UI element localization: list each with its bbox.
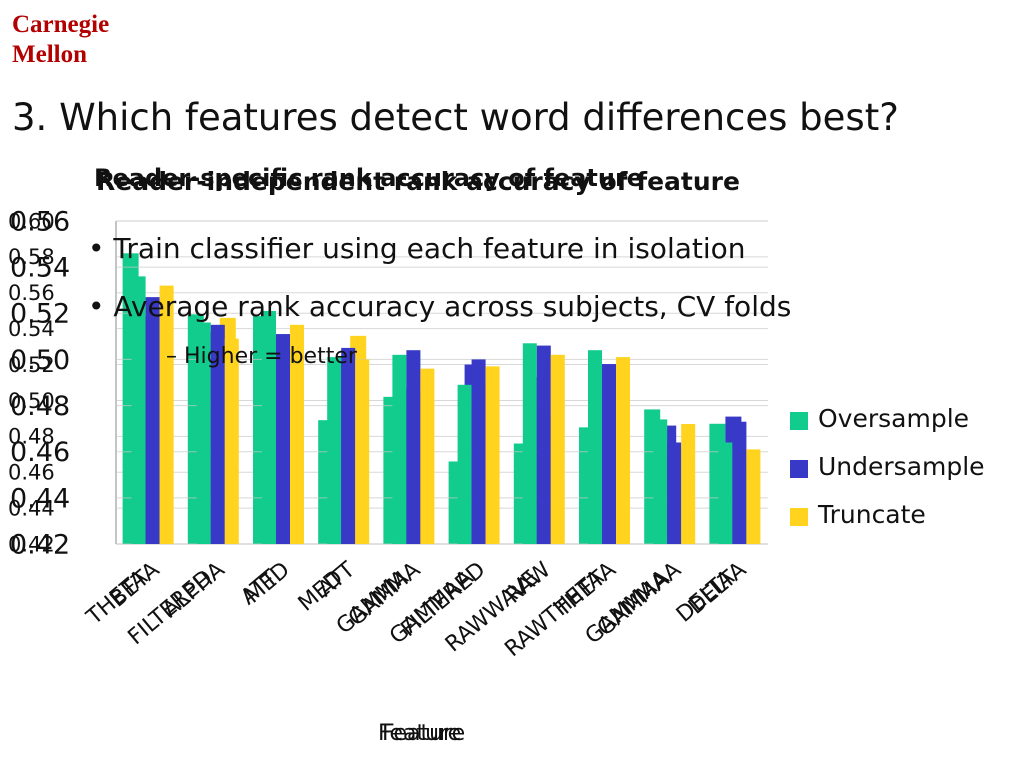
legend-label-truncate: Truncate — [818, 500, 926, 529]
chart1-bar-truncate — [485, 366, 500, 544]
chart1-bar-undersample — [536, 345, 551, 544]
chart1-bar-undersample — [732, 421, 747, 544]
chart1-bar-undersample — [602, 364, 616, 544]
legend-swatch-oversample — [790, 412, 808, 430]
chart1-bar-oversample — [196, 322, 211, 544]
chart1-y-tick-label: 0.46 — [10, 437, 70, 468]
legend-label-undersample: Undersample — [818, 452, 985, 481]
chart1-bar-oversample — [131, 276, 146, 544]
chart2-y-tick-label: 0.60 — [8, 209, 55, 233]
chart2-y-tick-label: 0.48 — [8, 425, 55, 449]
chart2-y-tick-label: 0.56 — [8, 281, 55, 305]
chart2-y-tick-label: 0.54 — [8, 317, 55, 341]
bullet-1: • Train classifier using each feature in… — [88, 232, 746, 265]
chart1-y-tick-label: 0.44 — [10, 483, 70, 514]
chart1-y-tick-label: 0.52 — [10, 299, 70, 330]
chart2-y-tick-label: 0.42 — [8, 532, 55, 556]
chart1-bar-undersample — [471, 359, 486, 544]
chart2-title: Reader-specific rank accuracy of feature — [94, 164, 643, 192]
chart1-bar-oversample — [457, 384, 472, 544]
chart1-bar-oversample — [653, 419, 668, 544]
legend-label-oversample: Oversample — [818, 404, 970, 433]
chart2-y-tick-label: 0.44 — [8, 496, 55, 520]
chart1-bar-undersample — [406, 350, 421, 544]
chart1-bar-truncate — [290, 324, 304, 544]
chart1-x-tick-label: DELTA — [684, 557, 751, 619]
chart1-bar-oversample — [718, 442, 733, 544]
chart2-y-tick-label: 0.52 — [8, 353, 55, 377]
sub-bullet-1-text: Higher = better — [184, 344, 357, 369]
chart1-bar-oversample — [327, 357, 342, 544]
chart1-y-tick-label: 0.50 — [10, 345, 70, 376]
bullet-2-text: Average rank accuracy across subjects, C… — [113, 290, 792, 323]
chart1-bar-truncate — [224, 338, 239, 544]
chart1-bar-truncate — [746, 449, 761, 544]
chart1-bar-oversample — [262, 310, 276, 544]
cmu-logo: Carnegie Mellon — [12, 10, 109, 70]
chart1-x-axis-label: Feature — [378, 721, 461, 746]
chart1-y-tick-label: 0.48 — [10, 391, 70, 422]
bullet-1-text: Train classifier using each feature in i… — [113, 232, 746, 265]
chart1-bar-oversample — [522, 343, 537, 544]
chart1-bar-truncate — [681, 424, 696, 544]
logo-line-1: Carnegie — [12, 11, 110, 38]
chart2-y-tick-label: 0.46 — [8, 461, 55, 485]
legend-swatch-truncate — [790, 508, 808, 526]
chart2-x-axis-label: Feature — [382, 721, 465, 746]
chart1-y-tick-label: 0.54 — [10, 253, 70, 284]
chart1-bar-truncate — [550, 354, 565, 544]
chart1-bar-undersample — [210, 324, 225, 544]
chart1-bar-undersample — [341, 347, 356, 544]
chart1-bar-truncate — [420, 368, 435, 544]
chart2-y-tick-label: 0.58 — [8, 245, 55, 269]
chart1-title: Reader-independent rank accuracy of feat… — [96, 167, 740, 196]
chart1-bar-oversample — [588, 350, 602, 544]
chart2-y-tick-label: 0.50 — [8, 389, 55, 413]
chart1-bar-undersample — [145, 297, 160, 544]
chart1-y-tick-label: 0.42 — [10, 529, 70, 560]
chart1-bar-truncate — [159, 285, 174, 544]
chart1-y-tick-label: 0.56 — [10, 206, 70, 237]
chart1-bar-undersample — [276, 334, 290, 544]
slide-title: 3. Which features detect word difference… — [12, 96, 899, 139]
chart1-bar-undersample — [667, 442, 682, 544]
chart1-bar-truncate — [355, 359, 370, 544]
logo-line-2: Mellon — [12, 41, 87, 68]
chart1-x-tick-label: ALPHA — [158, 557, 229, 623]
bullet-2: • Average rank accuracy across subjects,… — [88, 290, 792, 323]
legend-swatch-undersample — [790, 460, 808, 478]
chart1-bar-truncate — [616, 357, 630, 544]
sub-bullet-1: – Higher = better — [166, 344, 357, 369]
chart1-bar-oversample — [392, 354, 407, 544]
